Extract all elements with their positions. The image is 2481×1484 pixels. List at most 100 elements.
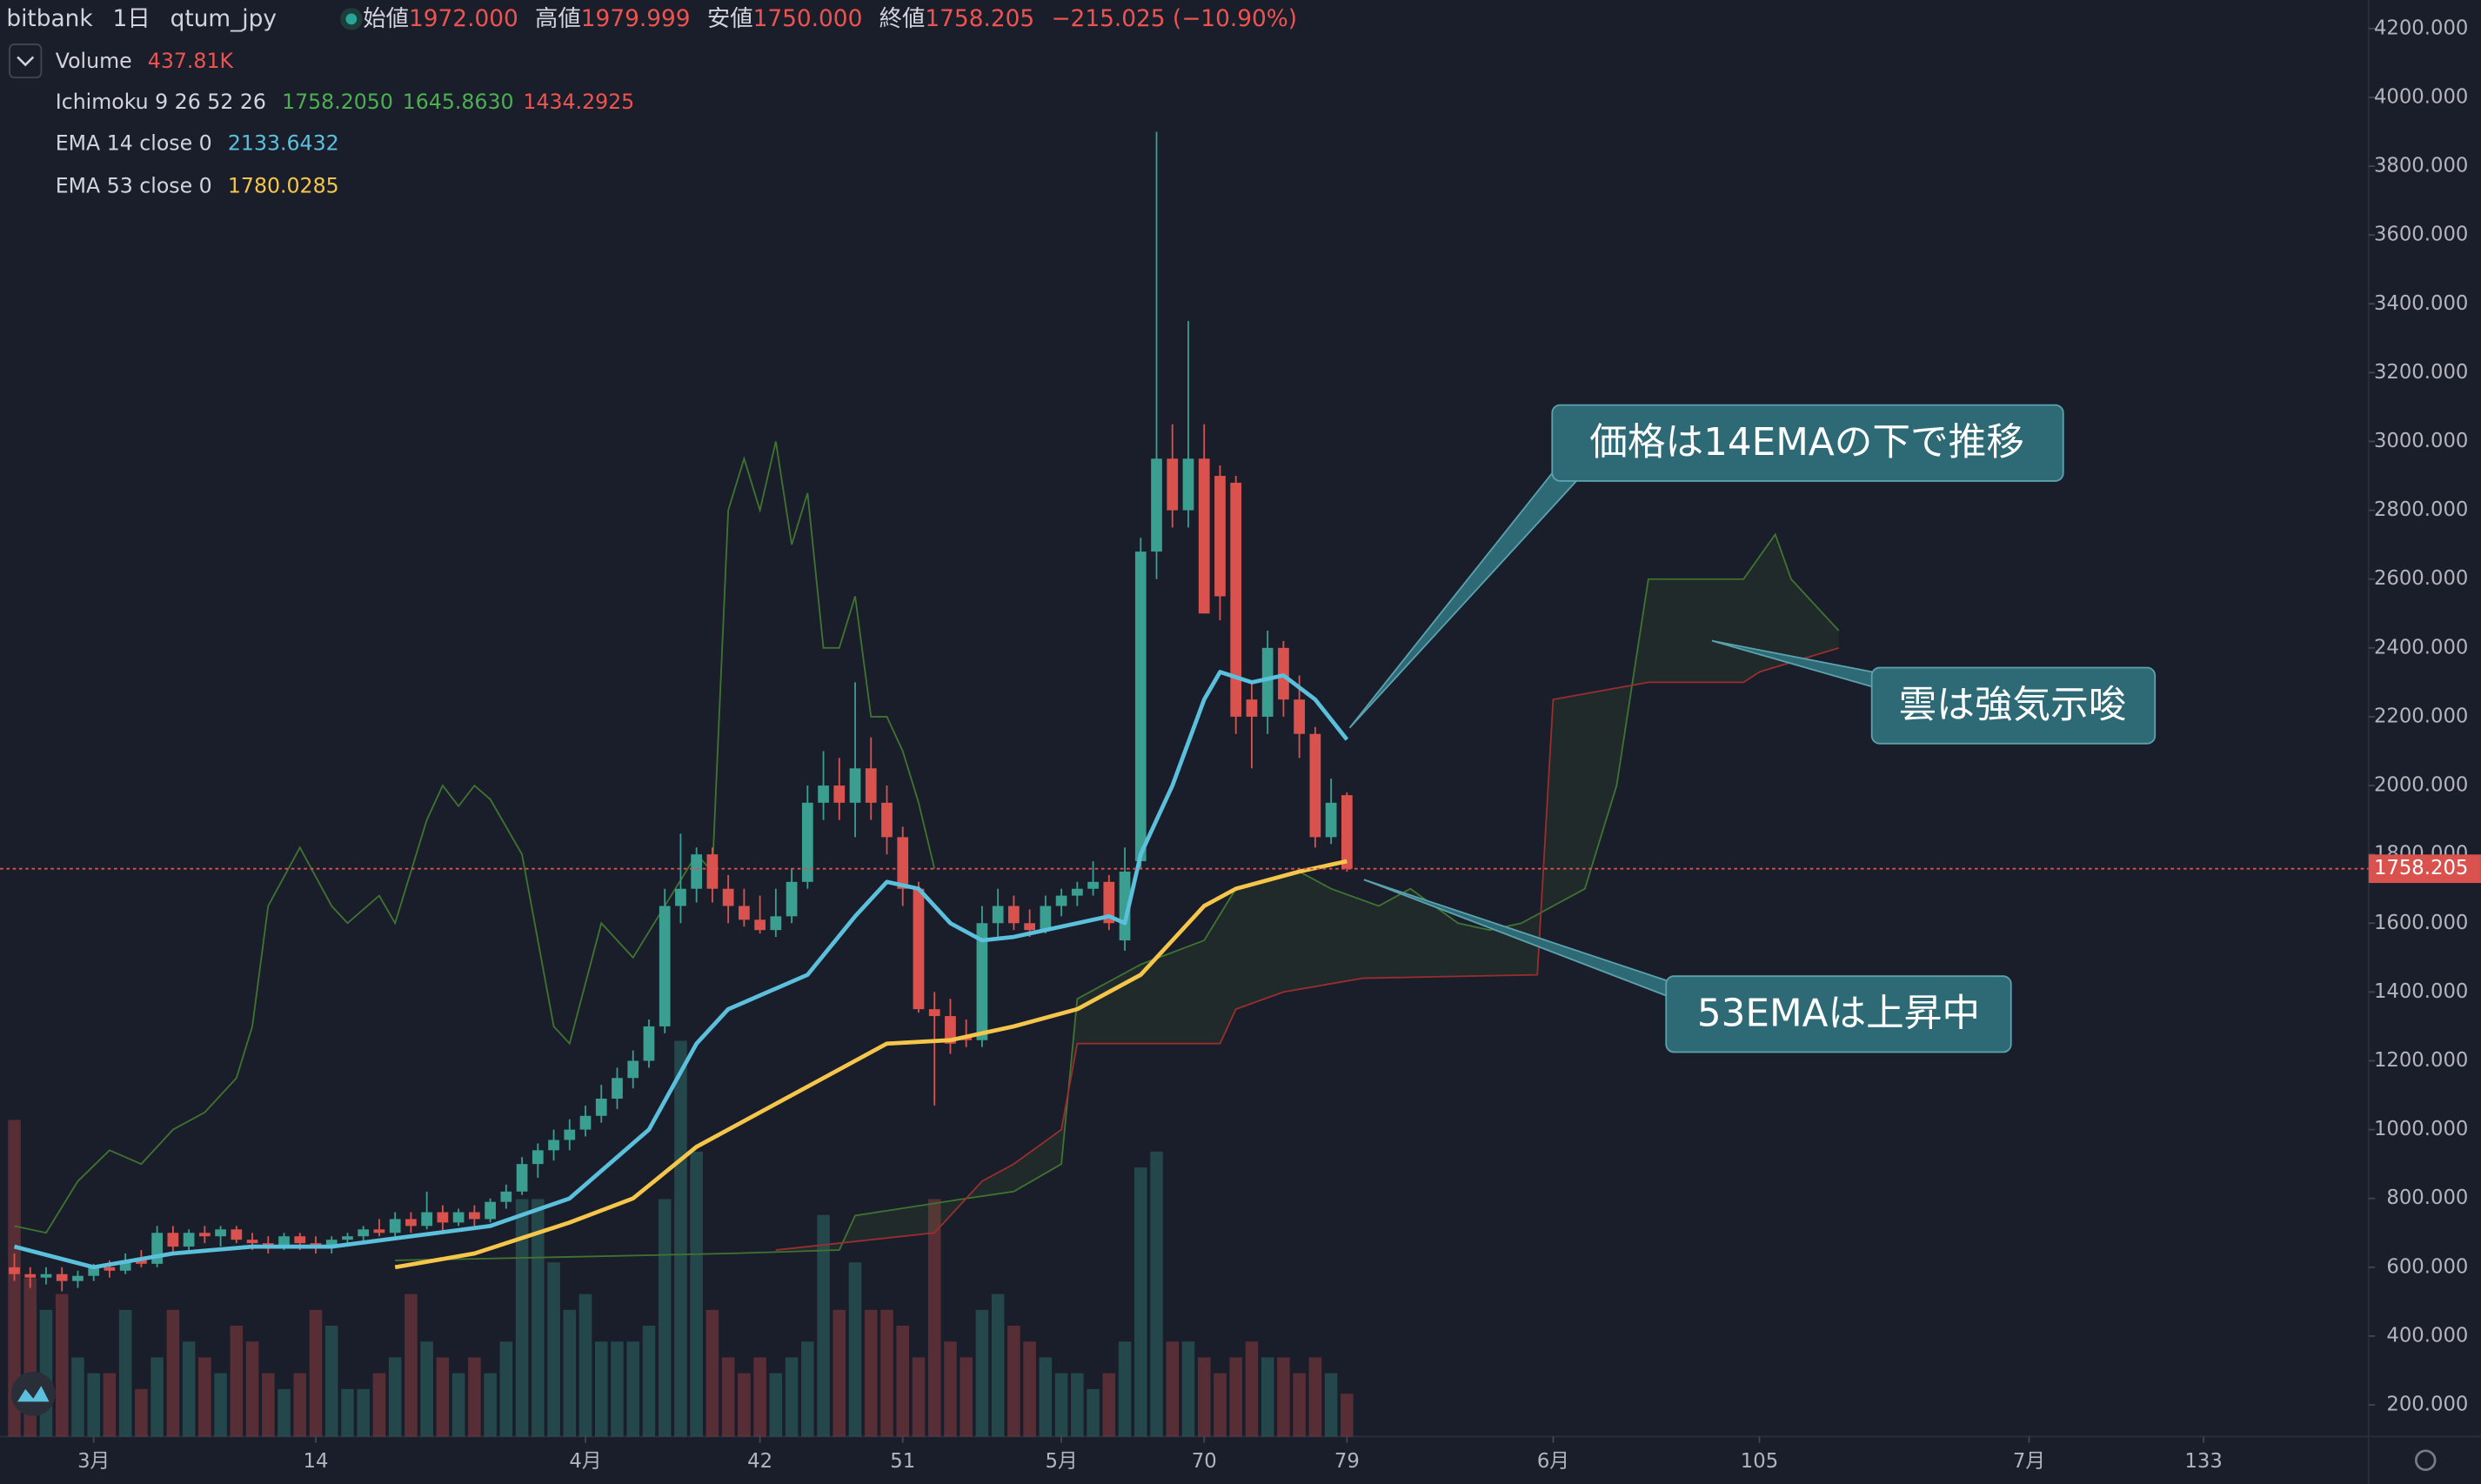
candle-body xyxy=(1230,482,1242,717)
y-tick-label: 800.000 xyxy=(2386,1187,2468,1209)
volume-bar xyxy=(769,1373,783,1437)
y-tick-label: 4000.000 xyxy=(2374,85,2468,108)
y-tick-label: 3400.000 xyxy=(2374,292,2468,315)
candle-body xyxy=(215,1229,226,1237)
legend-value: 437.81K xyxy=(148,48,234,72)
y-tick-label: 3600.000 xyxy=(2374,224,2468,246)
candle-body xyxy=(945,1016,956,1044)
legend-value: 2133.6432 xyxy=(228,130,339,155)
y-tick-label: 3200.000 xyxy=(2374,361,2468,384)
volume-bar xyxy=(468,1357,481,1437)
x-tick-label: 133 xyxy=(2184,1450,2222,1473)
candle-body xyxy=(342,1236,353,1240)
volume-bar xyxy=(55,1293,69,1437)
volume-bar xyxy=(880,1309,893,1437)
annotation: 53EMAは上昇中 xyxy=(1697,992,1980,1036)
open-label: 始値 xyxy=(363,5,409,31)
x-tick-label: 105 xyxy=(1741,1450,1778,1473)
volume-bar xyxy=(912,1357,926,1437)
candle-body xyxy=(1341,795,1353,869)
candle-body xyxy=(1071,888,1083,896)
candle-body xyxy=(976,923,988,1040)
volume-bar xyxy=(103,1373,117,1437)
volume-bar xyxy=(436,1357,450,1437)
settings-icon[interactable] xyxy=(2414,1449,2437,1471)
volume-bar xyxy=(578,1293,592,1437)
logo-icon xyxy=(17,1386,50,1402)
volume-bar xyxy=(801,1341,814,1437)
candle-body xyxy=(437,1212,449,1223)
y-tick-label: 1200.000 xyxy=(2374,1049,2468,1072)
volume-bar xyxy=(626,1341,639,1437)
interval: 1日 xyxy=(113,5,150,31)
volume-bar xyxy=(785,1357,799,1437)
x-tick-label: 3月 xyxy=(77,1450,110,1473)
volume-bar xyxy=(1324,1373,1338,1437)
y-tick-label: 2400.000 xyxy=(2374,636,2468,658)
candle-body xyxy=(9,1267,20,1274)
candle-body xyxy=(532,1150,544,1165)
ema-line xyxy=(394,859,1347,1270)
annotation: 価格は14EMAの下で推移 xyxy=(1589,420,2024,465)
last-price-tag xyxy=(2368,854,2481,884)
candle-body xyxy=(595,1099,607,1116)
candle-body xyxy=(1055,895,1067,906)
y-tick-label: 2200.000 xyxy=(2374,705,2468,727)
y-tick-label: 2000.000 xyxy=(2374,774,2468,797)
candle-body xyxy=(294,1236,306,1244)
ichimoku-cloud xyxy=(775,534,1839,1251)
candle-body xyxy=(1040,906,1052,931)
candle-body xyxy=(1008,906,1020,924)
legend-name: Ichimoku 9 26 52 26 xyxy=(56,90,266,114)
candle-body xyxy=(278,1236,290,1247)
candle-body xyxy=(1214,476,1226,597)
volume-bar xyxy=(499,1341,513,1437)
legend-name: Volume xyxy=(56,48,132,72)
high-label: 高値 xyxy=(535,5,581,31)
x-tick-label: 14 xyxy=(304,1450,329,1473)
candle-body xyxy=(739,906,750,920)
volume-bar xyxy=(864,1309,878,1437)
y-tick-label: 1000.000 xyxy=(2374,1118,2468,1140)
candle-body xyxy=(612,1078,623,1100)
volume-bar xyxy=(991,1293,1005,1437)
volume-bar xyxy=(1277,1357,1290,1437)
volume-bar xyxy=(960,1357,973,1437)
callout-box xyxy=(1551,404,2064,482)
chevron-icon xyxy=(17,56,35,67)
volume-bar xyxy=(833,1309,846,1437)
candle-body xyxy=(1024,923,1035,931)
volume-bar xyxy=(182,1341,196,1437)
volume-bar xyxy=(372,1373,386,1437)
volume-bar xyxy=(278,1388,291,1437)
candle-body xyxy=(849,768,861,803)
candle-body xyxy=(452,1212,465,1223)
candle-body xyxy=(198,1233,211,1237)
candle-body xyxy=(786,881,798,917)
candle-body xyxy=(119,1260,131,1271)
candle-body xyxy=(865,768,877,803)
volume-bar xyxy=(658,1199,672,1437)
volume-bar xyxy=(817,1214,830,1437)
volume-bar xyxy=(1134,1167,1147,1437)
logo[interactable] xyxy=(10,1371,56,1416)
volume-bar xyxy=(1087,1388,1100,1437)
candle-body xyxy=(992,906,1004,924)
candle-body xyxy=(1198,458,1210,614)
candle-body xyxy=(1087,881,1099,889)
collapse-button[interactable] xyxy=(9,43,43,79)
symbol: qtum_jpy xyxy=(171,5,277,31)
volume-bar xyxy=(1166,1341,1180,1437)
volume-bar xyxy=(1150,1151,1163,1437)
volume-bar xyxy=(1118,1341,1132,1437)
candle-body xyxy=(1151,458,1162,552)
low-label: 安値 xyxy=(707,5,753,31)
y-tick-label: 200.000 xyxy=(2386,1394,2468,1416)
volume-bar xyxy=(642,1326,656,1437)
volume-bar xyxy=(1007,1326,1020,1437)
candle-body xyxy=(231,1229,243,1240)
x-tick-label: 79 xyxy=(1334,1450,1360,1473)
volume-bar xyxy=(1023,1341,1036,1437)
volume-bar xyxy=(563,1309,577,1437)
candle-body xyxy=(928,1009,940,1017)
